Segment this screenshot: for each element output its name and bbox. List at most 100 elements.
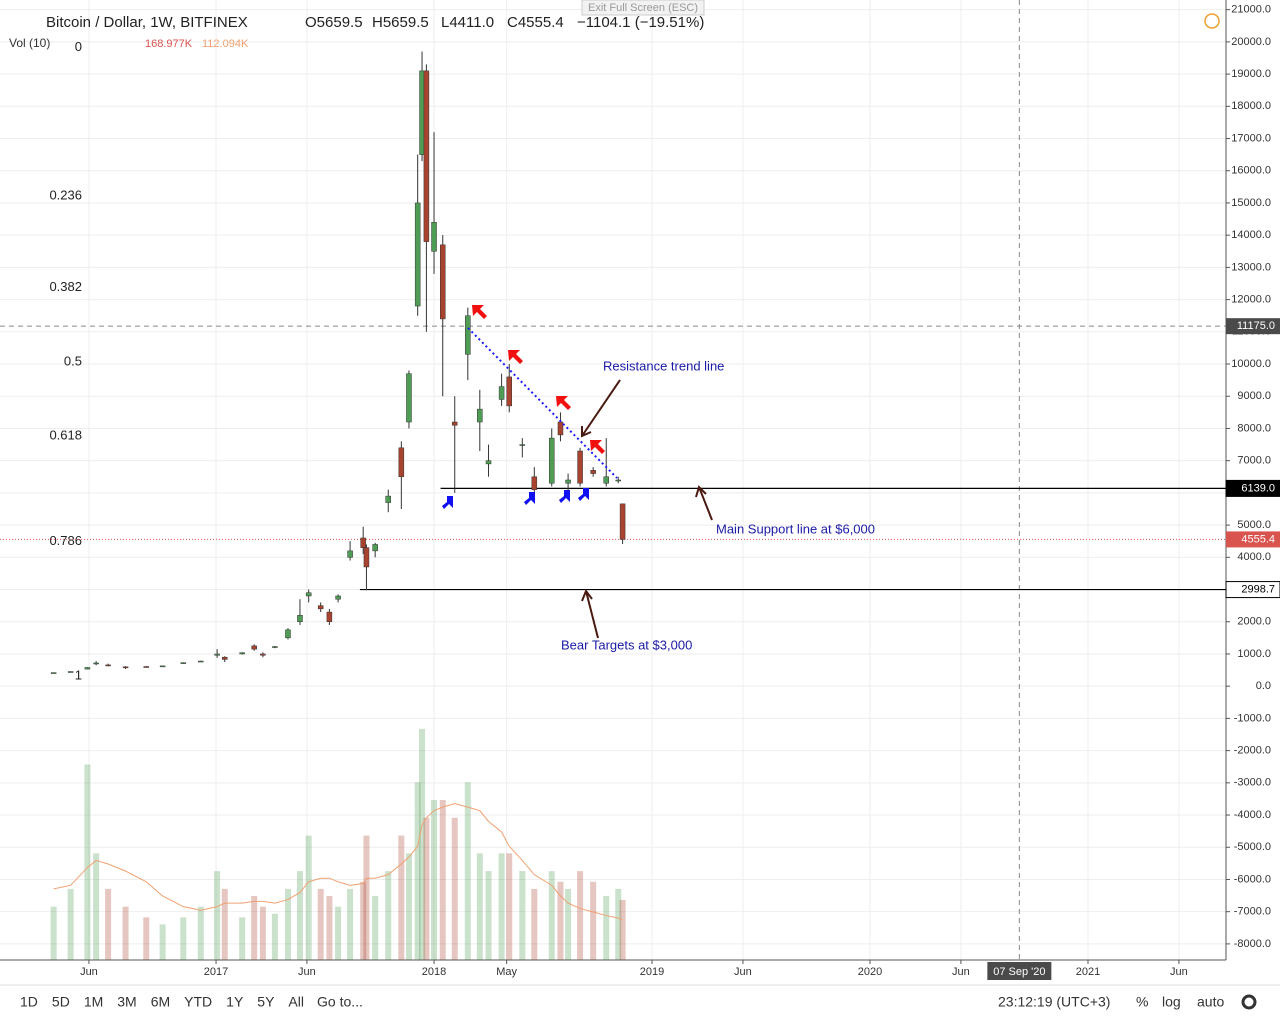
volume-bar	[143, 917, 150, 960]
candle-body	[180, 662, 187, 664]
volume-bar	[414, 782, 421, 960]
vol-ma-value: 112.094K	[202, 38, 249, 50]
candle-body	[347, 550, 353, 558]
volume-bar	[565, 888, 572, 960]
volume-bar	[50, 906, 57, 960]
marker	[578, 488, 589, 501]
candle-body	[305, 592, 312, 597]
range-button[interactable]: 1M	[84, 994, 103, 1010]
candle-body	[84, 667, 91, 670]
y-tick-label: 9000.0	[1237, 390, 1271, 402]
last-price-label: 4555.4	[1241, 533, 1275, 545]
arrow-head	[581, 588, 593, 602]
y-tick-label: 14000.0	[1231, 229, 1271, 241]
y-tick-label: -5000.0	[1234, 841, 1271, 853]
range-button[interactable]: 1D	[20, 994, 38, 1010]
volume-bar	[214, 871, 221, 960]
y-tick-label: 5000.0	[1237, 519, 1271, 531]
exit-fullscreen[interactable]: Exit Full Screen (ESC)	[588, 2, 698, 14]
y-tick-label: 19000.0	[1231, 68, 1271, 80]
volume-bar	[284, 888, 291, 960]
candle-body	[498, 386, 505, 400]
clock: 23:12:19 (UTC+3)	[998, 994, 1110, 1010]
change: −1104.1 (−19.51%)	[577, 14, 704, 31]
goto[interactable]: Go to...	[317, 994, 363, 1010]
candle-body	[360, 537, 366, 548]
candle-body	[105, 664, 111, 667]
annotation: Main Support line at $6,000	[716, 521, 875, 536]
volume-bar	[615, 888, 622, 960]
auto-toggle[interactable]: auto	[1197, 994, 1224, 1010]
volume-bar	[398, 835, 405, 960]
y-tick-label: 21000.0	[1231, 4, 1271, 16]
volume-bar	[385, 871, 392, 960]
fib-level-label: 0.5	[64, 353, 82, 368]
candle-body	[477, 408, 483, 423]
candle-body	[548, 437, 555, 484]
percent-toggle[interactable]: %	[1136, 994, 1148, 1010]
alert-icon[interactable]	[1204, 13, 1220, 29]
range-button[interactable]: 5Y	[257, 994, 275, 1010]
volume-bar	[221, 888, 228, 960]
y-tick-label: -7000.0	[1234, 906, 1271, 918]
candle-body	[222, 656, 228, 660]
candle-body	[406, 373, 412, 423]
candle-body	[251, 645, 257, 650]
volume-bar	[476, 853, 483, 960]
y-tick-label: 18000.0	[1231, 100, 1271, 112]
range-button[interactable]: 3M	[117, 994, 136, 1010]
volume-bar	[548, 871, 555, 960]
volume-bar	[431, 800, 438, 960]
volume-bar	[577, 871, 584, 960]
candle-body	[439, 244, 446, 320]
x-tick-label: 2020	[858, 966, 882, 978]
y-tick-label: -6000.0	[1234, 873, 1271, 885]
candle-body	[239, 652, 245, 655]
x-tick-label: Jun	[298, 966, 316, 978]
candle-body	[260, 653, 266, 656]
price-axis: -8000.0 -7000.0 -6000.0 -5000.0 -4000.0 -3000…	[1225, 4, 1280, 950]
marker	[590, 440, 605, 454]
volume-bar	[372, 896, 379, 960]
arrow	[698, 486, 713, 521]
fib-level-label: 0.236	[49, 187, 82, 202]
vol-title[interactable]: Vol (10)	[9, 36, 50, 50]
marker	[508, 350, 523, 364]
volume-bar	[506, 853, 513, 960]
range-button[interactable]: YTD	[184, 994, 212, 1010]
volume-bar	[419, 728, 426, 960]
settings-icon[interactable]	[1241, 994, 1257, 1010]
range-button[interactable]: 5D	[52, 994, 70, 1010]
fib-level-label: 0.786	[49, 533, 82, 548]
arrow-head	[581, 426, 592, 438]
volume-bar	[485, 871, 492, 960]
candle-body	[159, 665, 166, 668]
price-label: 6139.0	[1241, 482, 1275, 494]
candle-body	[285, 629, 291, 639]
candle-body	[50, 672, 57, 674]
log-toggle[interactable]: log	[1162, 994, 1181, 1010]
x-tick-label: Jun	[734, 966, 752, 978]
range-button[interactable]: All	[288, 994, 304, 1010]
symbol[interactable]: Bitcoin / Dollar, 1W, BITFINEX	[46, 14, 248, 31]
x-tick-label: Jun	[952, 966, 970, 978]
candle-body	[372, 544, 378, 552]
trend-line	[467, 327, 618, 479]
marker	[559, 490, 570, 503]
candle-body	[506, 376, 512, 407]
range-button[interactable]: 6M	[151, 994, 170, 1010]
volume-bar	[405, 853, 412, 960]
candle-body	[297, 615, 303, 622]
exit-button[interactable]	[581, 0, 705, 16]
candle-body	[577, 450, 583, 484]
x-tick-label: 2018	[422, 966, 446, 978]
y-tick-label: 8000.0	[1237, 422, 1271, 434]
volume-bar	[84, 764, 91, 960]
volume-bar	[498, 853, 505, 960]
red-markers	[472, 305, 605, 454]
annotation: Bear Targets at $3,000	[561, 637, 692, 652]
range-button[interactable]: 1Y	[226, 994, 244, 1010]
candle-body	[317, 605, 324, 610]
fib-level-label: 0	[75, 39, 82, 54]
